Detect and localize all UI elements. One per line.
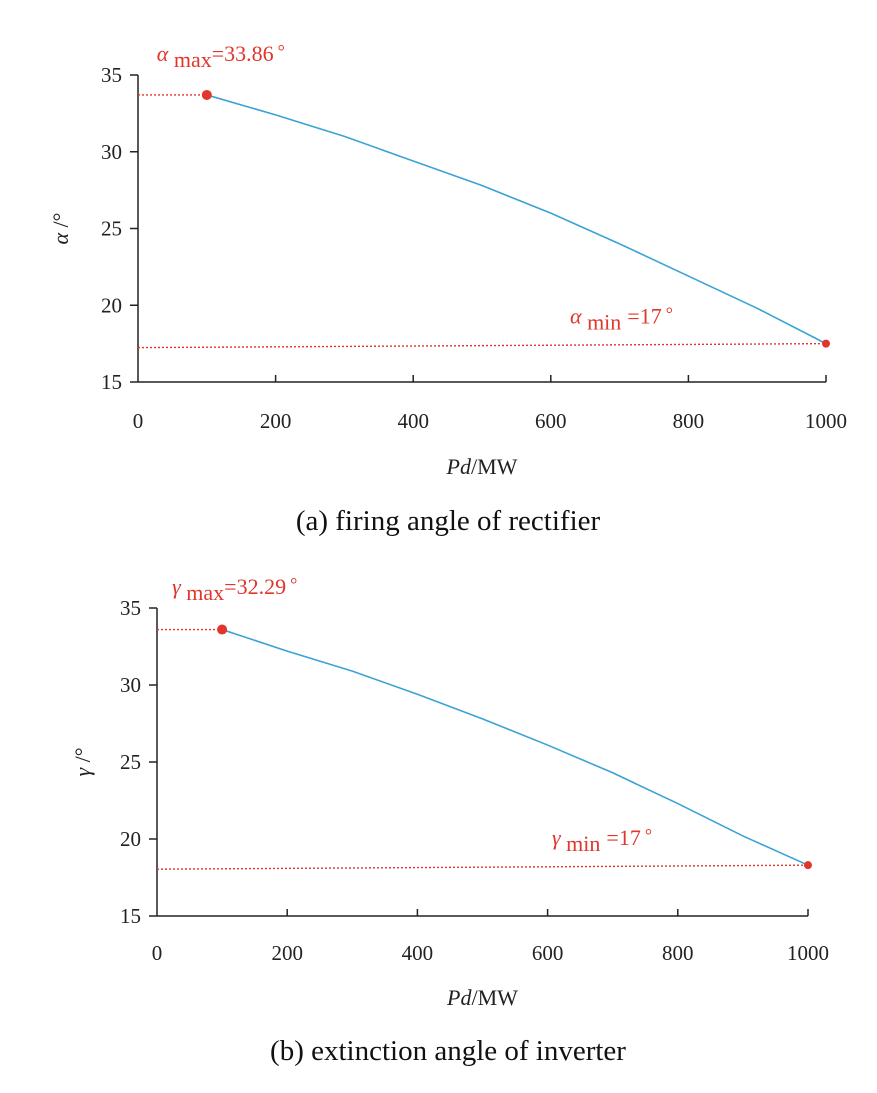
min-annotation-value: =17: [627, 304, 661, 329]
x-tick-label: 800: [673, 409, 705, 433]
x-axis-label-symbol: Pd: [446, 985, 472, 1010]
max-annotation: α max=33.86 °: [157, 41, 285, 72]
x-axis-label-unit: /MW: [471, 454, 518, 479]
x-axis-label-symbol: Pd: [446, 454, 472, 479]
x-tick-label: 0: [152, 941, 163, 965]
max-annotation-value: =32.29: [224, 574, 286, 599]
min-annotation-symbol: α: [570, 304, 587, 329]
min-annotation: γ min =17 °: [552, 825, 652, 856]
y-axis-label-unit: /°: [48, 213, 73, 233]
x-tick-label: 1000: [805, 409, 847, 433]
min-annotation-degree: °: [666, 304, 673, 324]
min-guide-line: [137, 342, 827, 349]
x-tick-label: 600: [535, 409, 567, 433]
x-tick-label: 600: [532, 941, 564, 965]
chart-caption: (a) firing angle of rectifier: [296, 505, 601, 537]
y-tick-label: 15: [101, 370, 122, 394]
max-annotation-value: =33.86: [212, 41, 274, 66]
x-axis-label: Pd/MW: [446, 985, 518, 1010]
y-tick-label: 35: [120, 596, 141, 620]
x-tick-label: 200: [271, 941, 303, 965]
x-tick-label: 0: [133, 409, 144, 433]
x-tick-label: 400: [402, 941, 434, 965]
max-annotation-degree: °: [278, 41, 285, 61]
y-axis-label-symbol: γ: [70, 767, 95, 777]
chart-caption: (b) extinction angle of inverter: [270, 1035, 626, 1067]
x-axis-label-unit: /MW: [472, 985, 519, 1010]
min-annotation-degree: °: [645, 825, 652, 845]
y-axis-label-symbol: α: [48, 232, 73, 244]
min-annotation-value: =17: [606, 825, 640, 850]
y-tick-label: 25: [120, 750, 141, 774]
y-tick-label: 30: [101, 140, 122, 164]
max-point-marker: [217, 624, 228, 635]
y-axis-label-unit: /°: [70, 747, 95, 767]
y-tick-label: 30: [120, 673, 141, 697]
series-line: [206, 94, 827, 345]
max-annotation: γ max=32.29 °: [172, 574, 297, 605]
y-axis-label: γ /°: [70, 747, 95, 776]
max-annotation-sub: max: [186, 580, 224, 605]
min-guide-line: [156, 864, 809, 870]
x-tick-label: 1000: [787, 941, 829, 965]
y-tick-label: 15: [120, 904, 141, 928]
y-tick-label: 25: [101, 217, 122, 241]
max-annotation-symbol: α: [157, 41, 174, 66]
max-annotation-symbol: γ: [172, 574, 186, 599]
x-axis-label: Pd/MW: [446, 454, 518, 479]
max-point-marker: [201, 89, 212, 100]
y-axis-label: α /°: [48, 213, 73, 245]
min-point-marker: [822, 339, 830, 348]
x-tick-label: 200: [260, 409, 292, 433]
min-annotation-sub: min: [587, 310, 621, 335]
x-tick-label: 400: [397, 409, 429, 433]
max-annotation-degree: °: [290, 574, 297, 594]
min-annotation: α min =17 °: [570, 304, 673, 335]
x-tick-label: 800: [662, 941, 694, 965]
min-annotation-symbol: γ: [552, 825, 566, 850]
y-tick-label: 35: [101, 63, 122, 87]
series-line: [221, 628, 809, 866]
min-point-marker: [804, 861, 812, 870]
max-annotation-sub: max: [174, 47, 212, 72]
y-tick-label: 20: [101, 293, 122, 317]
min-annotation-sub: min: [566, 831, 600, 856]
y-tick-label: 20: [120, 827, 141, 851]
